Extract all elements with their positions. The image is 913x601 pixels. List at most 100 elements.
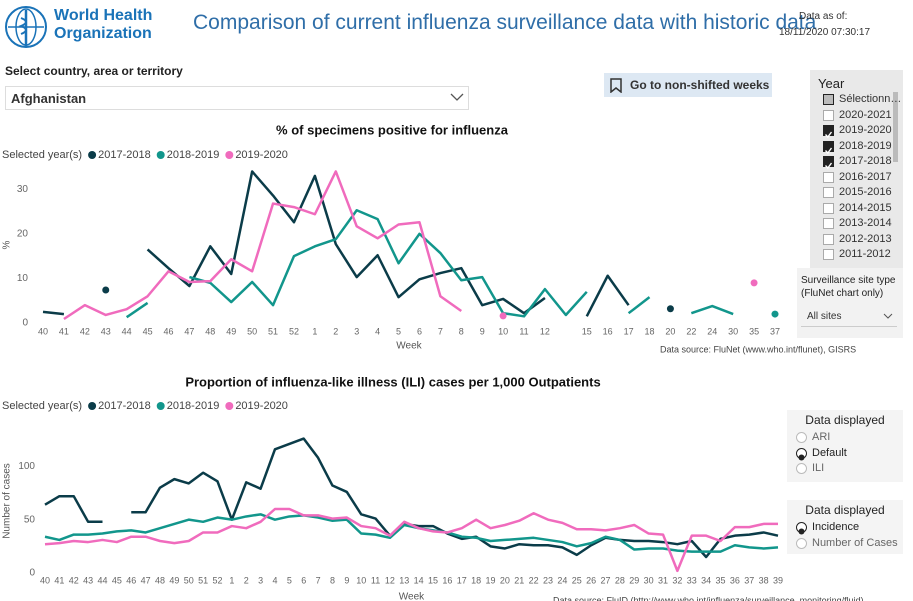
year-checkbox[interactable] (823, 125, 834, 139)
year-checkbox[interactable] (823, 94, 834, 105)
x-tick-label: 50 (247, 326, 257, 336)
legend-label: 2018-2019 (167, 400, 220, 412)
country-dropdown[interactable]: Afghanistan (5, 86, 469, 110)
year-checkbox[interactable] (823, 218, 834, 229)
x-tick-label: 6 (301, 575, 306, 585)
year-label: 2014-2015 (839, 201, 892, 214)
year-checkbox[interactable] (823, 171, 834, 183)
x-tick-label: 12 (385, 575, 395, 585)
x-tick-label: 52 (289, 326, 299, 336)
data-source: Data source: FluID (http://www.who.int/i… (553, 595, 864, 601)
x-tick-label: 39 (773, 575, 783, 585)
x-tick-label: 44 (122, 326, 132, 336)
x-tick-label: 12 (540, 326, 550, 336)
x-tick-label: 35 (716, 575, 726, 585)
x-tick-label: 18 (471, 575, 481, 585)
x-tick-label: 42 (69, 575, 79, 585)
x-tick-label: 24 (557, 575, 567, 585)
y-tick-label: 10 (17, 273, 29, 284)
legend-marker (88, 402, 97, 410)
year-checkbox[interactable] (823, 109, 834, 121)
x-tick-label: 27 (601, 575, 611, 585)
site-type-dropdown[interactable]: All sites (801, 306, 897, 327)
line (131, 437, 779, 559)
year-checkbox[interactable] (823, 233, 834, 245)
point (666, 305, 674, 313)
x-tick-label: 32 (672, 575, 682, 585)
x-tick-label: 24 (707, 326, 717, 336)
site-type-label: Surveillance site type (FluNet chart onl… (801, 275, 896, 299)
x-tick-label: 20 (665, 326, 675, 336)
legend-marker (156, 151, 165, 159)
x-tick-label: 44 (97, 575, 107, 585)
data-as-of-label: Data as of: (799, 11, 848, 22)
radio-label: Incidence (812, 521, 860, 533)
y-tick-label: 0 (22, 318, 28, 329)
x-tick-label: 7 (316, 575, 321, 585)
x-tick-label: 22 (529, 575, 539, 585)
site-type-value: All sites (807, 311, 842, 322)
year-checkbox[interactable] (823, 202, 834, 214)
radio-label: Default (812, 446, 847, 459)
x-tick-label: 22 (686, 326, 696, 336)
x-tick-label: 48 (205, 326, 215, 336)
x-tick-label: 16 (442, 575, 452, 585)
x-tick-label: 1 (229, 575, 234, 585)
x-tick-label: 47 (184, 326, 194, 336)
x-tick-label: 45 (143, 326, 153, 336)
x-tick-label: 4 (272, 575, 277, 585)
x-tick-label: 51 (268, 326, 278, 336)
x-tick-label: 36 (730, 575, 740, 585)
radio-label: ARI (812, 431, 831, 443)
scrollbar[interactable] (893, 92, 898, 162)
line (42, 310, 65, 316)
x-tick-label: 4 (375, 326, 380, 336)
radio-title: Data displayed (805, 413, 885, 427)
x-tick-label: 25 (572, 575, 582, 585)
x-tick-label: 40 (38, 326, 48, 336)
x-tick-label: 15 (428, 575, 438, 585)
radio[interactable] (796, 463, 807, 474)
x-tick-label: 18 (645, 326, 655, 336)
y-tick-label: 20 (17, 228, 29, 239)
page-title: Comparison of current influenza surveill… (193, 11, 817, 34)
x-tick-label: 28 (615, 575, 625, 585)
x-tick-label: 30 (728, 326, 738, 336)
year-checkbox[interactable] (823, 156, 834, 170)
bookmark-button[interactable]: Go to non-shifted weeks (604, 73, 772, 97)
line (585, 274, 630, 317)
x-tick-label: 45 (112, 575, 122, 585)
x-tick-label: 1 (312, 326, 317, 336)
radio[interactable] (796, 447, 807, 460)
x-tick-label: 21 (514, 575, 524, 585)
x-tick-label: 14 (414, 575, 424, 585)
x-tick-label: 3 (354, 326, 359, 336)
y-tick-label: 100 (18, 461, 35, 472)
year-slicer: Year Sélectionn… 2020-2021 2019-2020 2018-2… (810, 70, 903, 270)
measure-display: Data displayed Incidence Number of Cases (787, 500, 903, 554)
line (690, 304, 734, 316)
radio[interactable] (796, 522, 807, 535)
year-checkbox[interactable] (823, 249, 834, 260)
legend-label: 2019-2020 (235, 149, 288, 161)
x-tick-label: 41 (54, 575, 64, 585)
legend-marker (156, 402, 165, 410)
radio[interactable] (796, 432, 807, 443)
chart-title: % of specimens positive for influenza (276, 122, 509, 137)
radio[interactable] (796, 537, 807, 549)
x-tick-label: 35 (749, 326, 759, 336)
x-tick-label: 8 (459, 326, 464, 336)
year-checkbox[interactable] (823, 140, 834, 154)
chart-title: Proportion of influenza-like illness (IL… (185, 374, 600, 389)
legend-label: 2017-2018 (98, 400, 151, 412)
x-tick-label: 2 (244, 575, 249, 585)
check (824, 147, 833, 154)
radio-label: ILI (812, 462, 825, 474)
y-axis-label: Number of cases (2, 463, 13, 539)
line (189, 208, 588, 318)
logo-line: Organization (54, 25, 152, 42)
year-checkbox[interactable] (823, 187, 834, 198)
legend-title: Selected year(s) (2, 400, 82, 412)
x-tick-label: 43 (83, 575, 93, 585)
legend-title: Selected year(s) (2, 149, 82, 161)
